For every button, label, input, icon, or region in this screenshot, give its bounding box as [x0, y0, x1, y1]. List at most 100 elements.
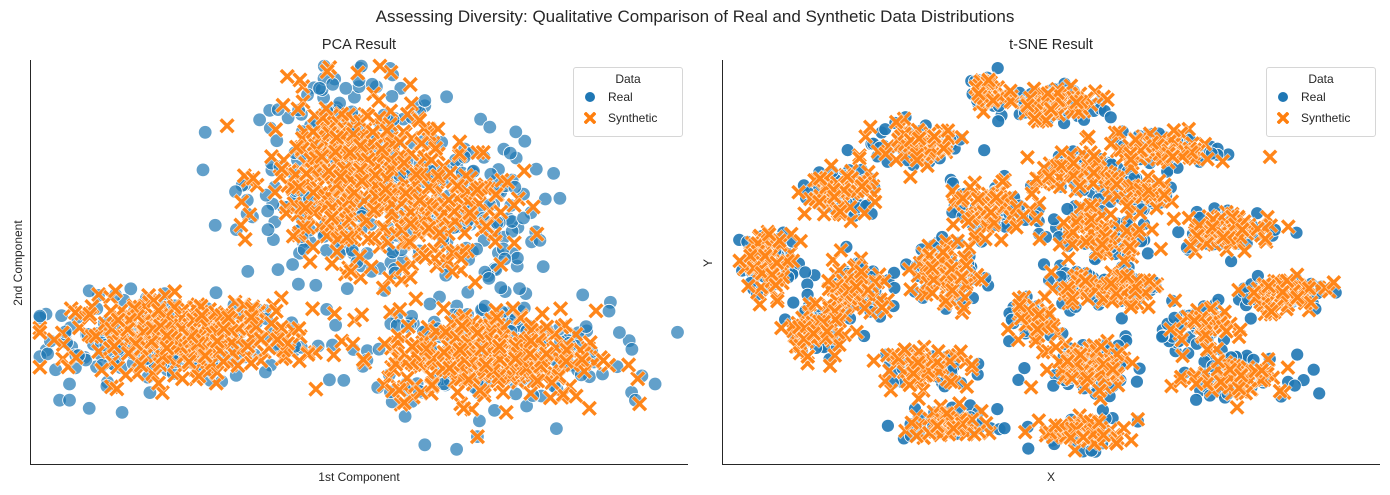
synthetic-point	[417, 249, 434, 265]
synthetic-point	[323, 210, 340, 226]
synthetic-point	[355, 351, 371, 368]
real-point	[207, 218, 223, 233]
synthetic-point	[568, 388, 584, 404]
real-point	[510, 250, 525, 266]
synthetic-point	[552, 301, 569, 317]
real-point	[997, 421, 1012, 436]
real-point	[1103, 110, 1118, 125]
synthetic-point	[538, 346, 555, 362]
synthetic-point	[452, 134, 468, 150]
synthetic-point	[403, 96, 419, 112]
synthetic-point	[32, 324, 48, 341]
real-point	[612, 325, 627, 340]
synthetic-point	[234, 194, 250, 210]
synthetic-point	[91, 286, 107, 303]
synthetic-point	[253, 331, 269, 347]
synthetic-point	[329, 129, 345, 146]
synthetic-point	[555, 386, 571, 402]
synthetic-point	[285, 228, 301, 244]
synthetic-point	[395, 260, 411, 276]
synthetic-point	[110, 312, 126, 328]
synthetic-point	[197, 348, 213, 364]
synthetic-point	[233, 217, 249, 233]
real-point	[575, 287, 590, 303]
real-point	[384, 89, 400, 104]
synthetic-point	[469, 181, 486, 198]
legend-title: Data	[615, 72, 641, 86]
synthetic-point	[588, 303, 604, 319]
synthetic-point	[404, 338, 420, 355]
synthetic-point	[454, 318, 470, 334]
synthetic-point	[248, 319, 264, 335]
synthetic-point	[327, 144, 344, 160]
synthetic-point	[423, 152, 440, 168]
real-point	[798, 265, 813, 280]
synthetic-point	[449, 178, 466, 194]
synthetic-point	[478, 218, 495, 235]
synthetic-point	[576, 363, 592, 379]
synthetic-point	[529, 226, 545, 242]
synthetic-point	[345, 336, 361, 352]
real-point	[285, 257, 300, 272]
synthetic-point	[461, 372, 477, 388]
synthetic-point	[493, 256, 509, 273]
real-point	[449, 442, 464, 457]
real-point	[647, 376, 663, 392]
real-point	[472, 413, 487, 429]
synthetic-point	[377, 181, 394, 197]
synthetic-point	[392, 301, 408, 318]
synthetic-point	[372, 58, 388, 74]
synthetic-point	[292, 72, 308, 88]
synthetic-point	[371, 92, 387, 109]
synthetic-point	[631, 396, 648, 412]
synthetic-point	[304, 301, 321, 317]
real-point	[549, 421, 564, 436]
synthetic-point	[558, 353, 574, 369]
synthetic-point	[399, 370, 415, 386]
real-point	[624, 342, 640, 357]
synthetic-point	[436, 300, 452, 317]
real-point	[82, 401, 97, 416]
synthetic-point	[345, 126, 361, 142]
synthetic-point	[525, 199, 541, 215]
synthetic-point	[392, 134, 408, 150]
synthetic-point	[334, 333, 350, 349]
synthetic-point	[319, 228, 335, 244]
synthetic-point	[396, 155, 412, 171]
real-point	[508, 124, 524, 140]
synthetic-point	[194, 307, 210, 323]
real-point	[114, 405, 130, 420]
synthetic-point	[279, 68, 295, 85]
real-point	[340, 281, 355, 296]
synthetic-point	[581, 400, 597, 416]
synthetic-point	[375, 280, 391, 296]
real-point	[473, 112, 488, 127]
synthetic-point	[352, 269, 369, 286]
synthetic-point	[263, 315, 280, 331]
real-point	[62, 393, 77, 408]
tsne-ylabel: Y	[701, 259, 715, 268]
synthetic-point	[367, 167, 384, 183]
legend-label-synthetic: Synthetic	[608, 110, 658, 125]
synthetic-point	[402, 76, 418, 93]
synthetic-point	[159, 328, 175, 344]
synthetic-point	[495, 384, 511, 400]
synthetic-point	[243, 355, 259, 371]
real-point	[1140, 246, 1155, 261]
real-point	[252, 112, 267, 128]
circle-marker-icon	[584, 91, 608, 103]
synthetic-point	[209, 333, 225, 349]
synthetic-point	[522, 346, 538, 362]
synthetic-point	[383, 103, 399, 119]
legend-label-real: Real	[608, 89, 633, 104]
synthetic-point	[67, 304, 83, 321]
synthetic-point	[489, 310, 505, 326]
synthetic-point	[506, 197, 522, 213]
synthetic-point	[181, 354, 197, 370]
synthetic-point	[507, 351, 524, 367]
synthetic-point	[452, 342, 468, 358]
synthetic-point	[342, 145, 358, 161]
synthetic-point	[534, 306, 550, 322]
real-point	[1171, 225, 1186, 240]
synthetic-point	[324, 256, 340, 272]
